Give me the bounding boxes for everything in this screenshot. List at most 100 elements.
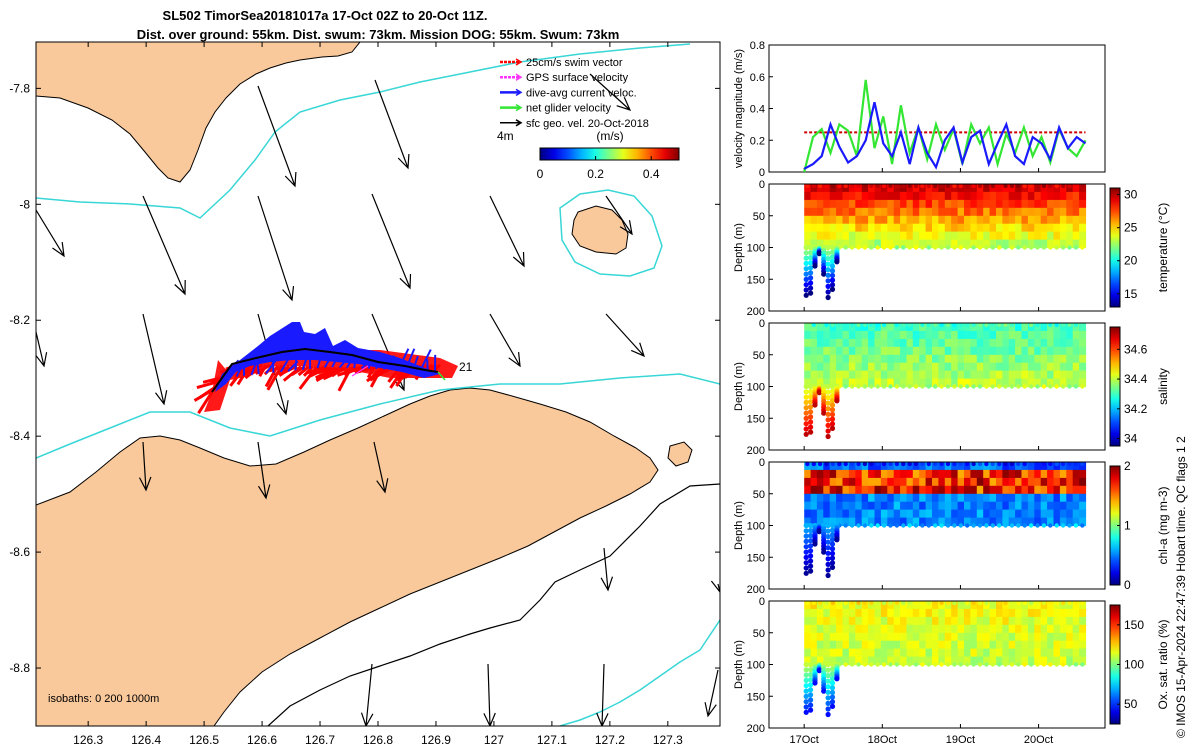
profile-cell — [893, 632, 901, 642]
profile-cell — [887, 184, 895, 193]
profile-cell — [1059, 632, 1067, 642]
profile-cell — [925, 354, 933, 364]
profile-cell — [912, 354, 920, 364]
profile-cell — [1002, 648, 1010, 658]
dive-avg-vector — [301, 354, 309, 371]
profile-cell — [893, 239, 901, 249]
profile-cell — [996, 493, 1003, 503]
profile-cell — [1015, 616, 1023, 626]
profile-cell — [1079, 223, 1087, 233]
profile-surface-dot — [939, 183, 944, 189]
profile-cell — [951, 656, 959, 666]
profile-cell — [1015, 215, 1023, 225]
profile-cell — [880, 656, 888, 666]
profile-cell — [1066, 338, 1074, 348]
profile-cell — [861, 362, 869, 372]
profile-cell — [912, 323, 920, 332]
profile-cell — [938, 346, 946, 356]
dive-avg-vector — [316, 358, 322, 369]
profile-cell — [1015, 477, 1023, 487]
profile-bottom-dot — [894, 523, 900, 528]
map-x-tick-label: 126.7 — [305, 733, 335, 747]
profile-cell — [1034, 354, 1042, 364]
profile-cell — [874, 215, 882, 225]
profile-bottom-dot — [913, 523, 919, 528]
profile-cell — [836, 601, 844, 610]
profile-cell — [1034, 501, 1042, 511]
profile-cell — [1059, 199, 1067, 209]
profile-deep-dot — [812, 680, 818, 686]
profile-cell — [1015, 601, 1023, 610]
colorbar-label: (m/s) — [596, 129, 623, 143]
profile-cell — [996, 632, 1003, 642]
profile-cell — [989, 330, 997, 340]
profile-bottom-dot — [913, 662, 919, 667]
profile-cell — [1008, 640, 1016, 650]
profile-cell — [829, 362, 837, 372]
profile-cell — [804, 223, 812, 233]
profile-cell — [1034, 223, 1042, 233]
profile-cell — [1079, 462, 1087, 471]
profile-cell — [906, 346, 914, 356]
profile-cell — [1053, 608, 1061, 618]
profile-cell — [1072, 462, 1080, 471]
geo-velocity-arrow — [483, 663, 496, 726]
profile-cell — [938, 354, 946, 364]
profile-cell — [855, 239, 863, 249]
profile-cell — [1079, 239, 1087, 249]
profile-surface-dot — [849, 322, 855, 328]
profile-cell — [932, 223, 939, 233]
profile-cell — [1059, 493, 1067, 503]
profile-cell — [976, 640, 984, 650]
profile-cell — [855, 517, 863, 527]
profile-cell — [976, 616, 984, 626]
profile-cell — [900, 517, 908, 527]
profile-cell — [1002, 338, 1010, 348]
profile-cell — [1027, 477, 1035, 487]
profile-deep-dot — [803, 688, 809, 694]
profile-deep-dot — [808, 538, 814, 544]
profile-cell — [880, 191, 888, 201]
profile-cell — [855, 462, 863, 471]
profile-deep-dot — [808, 697, 814, 703]
profile-cell — [1040, 501, 1048, 511]
profile-cell — [861, 346, 869, 356]
profile-cell — [868, 323, 876, 332]
profile-surface-dot — [990, 461, 995, 467]
profile-cell — [1059, 509, 1067, 519]
profile-cell — [970, 323, 978, 332]
profile-cell — [816, 231, 824, 241]
profile-cell — [848, 648, 856, 658]
profile-cell — [919, 601, 927, 610]
profile-surface-dot — [984, 461, 989, 467]
profile-cell — [893, 477, 901, 487]
profile-bottom-dot — [1035, 662, 1040, 667]
profile-cell — [842, 362, 850, 372]
profile-cell — [1072, 469, 1080, 479]
profile-deep-dot — [803, 421, 809, 427]
profile-bottom-dot — [913, 245, 919, 250]
profile-cell — [874, 231, 882, 241]
profile-cell — [1021, 493, 1029, 503]
profile-cell — [944, 608, 952, 618]
profile-cell — [989, 656, 997, 666]
profile-deep-dot — [829, 550, 836, 557]
profile-cell — [983, 656, 991, 666]
velocity-series-line — [803, 101, 1087, 170]
profile-cell — [925, 656, 933, 666]
profile-cell — [1002, 199, 1010, 209]
profile-cell — [925, 624, 933, 634]
profile-cell — [1002, 184, 1010, 193]
profile-cell — [842, 477, 850, 487]
profile-cell — [1072, 656, 1080, 666]
profile-surface-dot — [862, 461, 868, 467]
colorbar-tick-label: 34.2 — [1124, 402, 1148, 416]
isobath-200-south — [36, 373, 720, 459]
profile-cell — [983, 223, 991, 233]
profile-cell — [1008, 601, 1016, 610]
profile-cell — [957, 354, 965, 364]
profile-cell — [906, 215, 914, 225]
profile-cell — [1040, 469, 1048, 479]
profile-cell — [829, 462, 837, 471]
